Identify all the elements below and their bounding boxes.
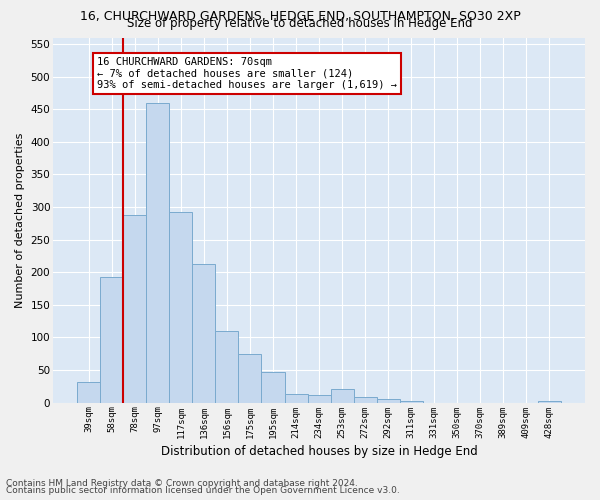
Text: Contains public sector information licensed under the Open Government Licence v3: Contains public sector information licen…	[6, 486, 400, 495]
Bar	[262, 372, 284, 402]
Bar	[169, 212, 193, 402]
Bar	[377, 400, 400, 402]
Bar	[353, 398, 377, 402]
Bar	[400, 400, 422, 402]
Bar	[77, 382, 100, 402]
Bar	[100, 278, 124, 402]
Bar	[238, 354, 262, 403]
Bar	[538, 401, 561, 402]
Text: Contains HM Land Registry data © Crown copyright and database right 2024.: Contains HM Land Registry data © Crown c…	[6, 478, 358, 488]
Y-axis label: Number of detached properties: Number of detached properties	[15, 132, 25, 308]
Bar	[308, 394, 331, 402]
Bar	[331, 389, 353, 402]
X-axis label: Distribution of detached houses by size in Hedge End: Distribution of detached houses by size …	[161, 444, 478, 458]
Bar	[284, 394, 308, 402]
Bar	[146, 102, 169, 403]
Bar	[193, 264, 215, 402]
Bar	[124, 215, 146, 402]
Bar	[215, 331, 238, 402]
Text: 16, CHURCHWARD GARDENS, HEDGE END, SOUTHAMPTON, SO30 2XP: 16, CHURCHWARD GARDENS, HEDGE END, SOUTH…	[80, 10, 520, 23]
Text: 16 CHURCHWARD GARDENS: 70sqm
← 7% of detached houses are smaller (124)
93% of se: 16 CHURCHWARD GARDENS: 70sqm ← 7% of det…	[97, 57, 397, 90]
Text: Size of property relative to detached houses in Hedge End: Size of property relative to detached ho…	[127, 18, 473, 30]
